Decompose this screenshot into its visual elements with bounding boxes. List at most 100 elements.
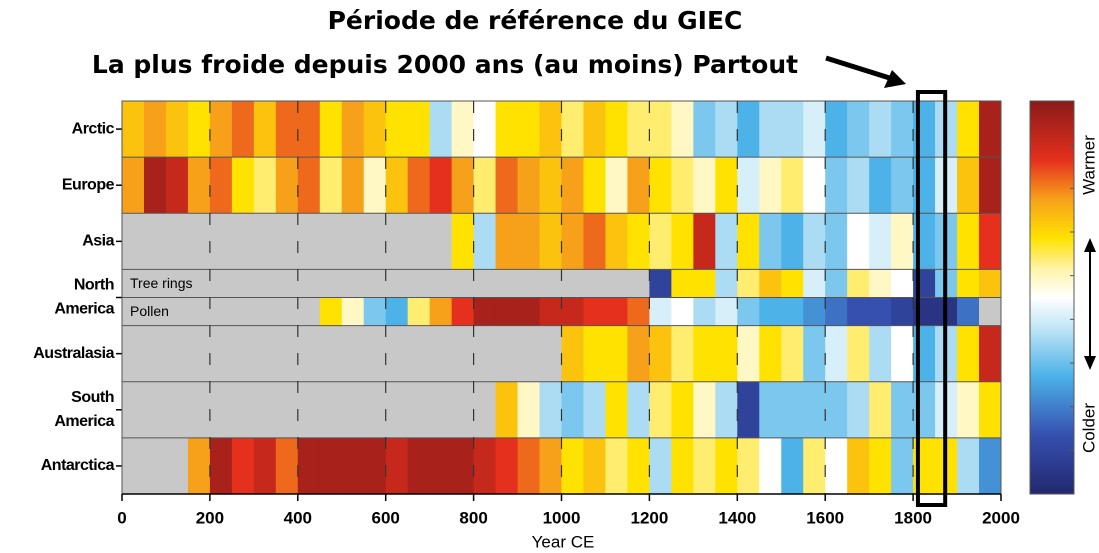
heat-cell [517,297,541,326]
heat-cell [957,297,980,326]
no-data-cell [363,269,387,298]
heat-cell [517,213,541,270]
heat-cell [715,269,738,298]
heat-cell [781,437,804,494]
heat-cell [693,269,716,298]
heat-cell [187,437,211,494]
heat-cell [715,101,738,158]
no-data-cell [429,381,453,438]
heat-cell [561,101,584,158]
heat-cell [319,437,343,494]
no-data-cell [451,325,475,382]
heat-cell [561,157,584,214]
heat-cell [693,381,716,438]
chart-subtitle: La plus froide depuis 2000 ans (au moins… [92,50,798,79]
no-data-cell [385,213,409,270]
no-data-cell [341,325,365,382]
heat-cell [803,269,826,298]
heat-cell [451,213,475,270]
heat-cell [231,437,255,494]
no-data-cell [341,269,365,298]
x-tick-label: 1600 [806,508,844,527]
no-data-cell [407,381,431,438]
no-data-cell [539,269,562,298]
no-data-cell [297,325,321,382]
no-data-cell [297,381,321,438]
no-data-cell [209,325,233,382]
heat-cell [407,101,431,158]
no-data-cell [319,325,343,382]
heat-cell [583,437,606,494]
heat-cell [341,297,365,326]
no-data-cell [122,213,145,270]
no-data-cell [319,269,343,298]
heat-cell [275,157,299,214]
heat-cell [451,437,475,494]
heat-cell [385,101,409,158]
heat-cell [561,213,584,270]
no-data-cell [209,213,233,270]
heat-cell [429,297,453,326]
no-data-cell [275,325,299,382]
heat-cell [495,381,519,438]
row-label: South [71,389,114,406]
heat-cell [627,381,650,438]
no-data-cell [275,381,299,438]
heat-cell [737,213,760,270]
heat-cell [847,157,870,214]
heat-cell [869,325,892,382]
no-data-cell [122,297,145,326]
heat-cell [341,437,365,494]
no-data-cell [165,269,189,298]
heat-cell [803,437,826,494]
heat-cell [781,297,804,326]
heat-cell [649,101,672,158]
heat-cell [759,269,782,298]
no-data-cell [407,213,431,270]
heat-cell [473,213,497,270]
no-data-cell [187,381,211,438]
heat-cell [979,213,1002,270]
x-tick-label: 600 [372,508,400,527]
heat-cell [825,297,848,326]
heat-cell [209,101,233,158]
no-data-cell [165,325,189,382]
no-data-cell [253,269,277,298]
no-data-cell [165,437,189,494]
no-data-cell [539,325,562,382]
row-label: Antarctica [41,457,115,474]
row-label: Arctic [72,120,115,137]
heat-cell [759,381,782,438]
heat-cell [143,157,167,214]
no-data-cell [495,325,519,382]
heat-cell [627,157,650,214]
heat-cell [957,101,980,158]
heat-cell [561,381,584,438]
heat-cell [979,269,1002,298]
heat-cell [737,437,760,494]
no-data-cell [231,325,255,382]
heat-cell [517,381,541,438]
heat-cell [363,157,387,214]
heat-cell [122,101,145,158]
x-tick-label: 1800 [894,508,932,527]
heat-cell [803,157,826,214]
heat-cell [825,325,848,382]
no-data-cell [451,269,475,298]
no-data-cell [473,269,497,298]
heat-cell [693,437,716,494]
no-data-cell [187,269,211,298]
heat-cell [891,297,914,326]
heat-cell [825,157,848,214]
heat-cell [627,213,650,270]
no-data-cell [275,269,299,298]
heat-cell [759,325,782,382]
heat-cell [605,101,628,158]
no-data-cell [297,213,321,270]
heat-cell [649,437,672,494]
heat-cell [605,213,628,270]
heat-cell [539,157,562,214]
heat-cell [825,213,848,270]
heat-cell [363,101,387,158]
